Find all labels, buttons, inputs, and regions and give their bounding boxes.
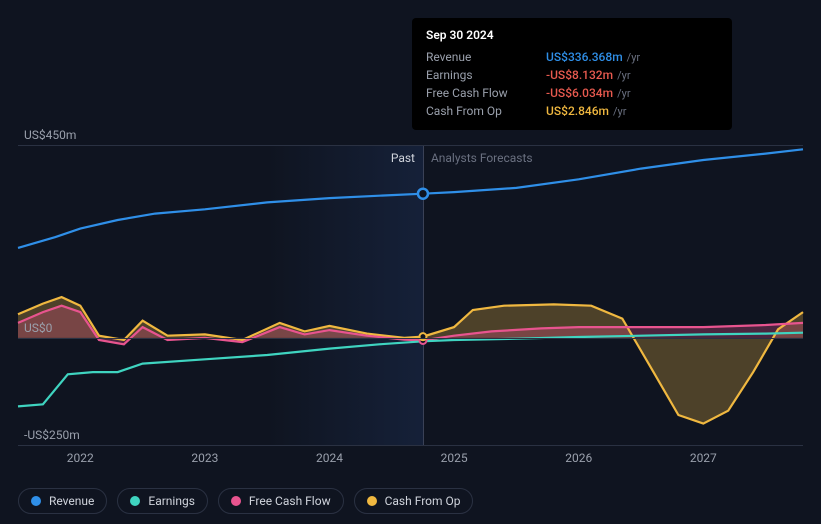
legend-dot [31, 496, 41, 506]
legend-label: Revenue [49, 494, 94, 508]
chart-tooltip: Sep 30 2024 RevenueUS$336.368m/yrEarning… [412, 18, 732, 130]
tooltip-metric-unit: /yr [627, 51, 640, 64]
tooltip-metric-unit: /yr [617, 87, 630, 100]
gridline [18, 445, 803, 446]
tooltip-metric-value: -US$8.132m [546, 68, 613, 82]
tooltip-row: Free Cash Flow-US$6.034m/yr [426, 84, 718, 102]
tooltip-metric-label: Free Cash Flow [426, 86, 546, 100]
gridline [18, 338, 803, 339]
legend-label: Free Cash Flow [249, 494, 331, 508]
legend-item-earnings[interactable]: Earnings [117, 488, 208, 514]
marker-cash_from_op [419, 333, 426, 340]
x-axis-label: 2024 [316, 451, 343, 465]
tooltip-metric-value: US$2.846m [546, 104, 609, 118]
x-axis-label: 2022 [67, 451, 94, 465]
tooltip-metric-value: US$336.368m [546, 50, 623, 64]
tooltip-date: Sep 30 2024 [426, 28, 718, 42]
tooltip-row: Cash From OpUS$2.846m/yr [426, 102, 718, 120]
revenue-line [18, 149, 803, 248]
chart-legend: Revenue Earnings Free Cash Flow Cash From O… [18, 488, 473, 514]
financial-chart: Sep 30 2024 RevenueUS$336.368m/yrEarning… [0, 0, 821, 524]
y-axis-label: US$0 [24, 321, 52, 335]
x-axis-label: 2025 [441, 451, 468, 465]
x-axis-label: 2026 [565, 451, 592, 465]
legend-dot [231, 496, 241, 506]
plot-area[interactable]: Past Analysts Forecasts US$450mUS$0-US$2… [18, 145, 803, 445]
tooltip-row: Earnings-US$8.132m/yr [426, 66, 718, 84]
chart-svg [18, 145, 803, 445]
tooltip-metric-unit: /yr [613, 105, 626, 118]
marker-revenue [418, 189, 428, 199]
tooltip-metric-label: Earnings [426, 68, 546, 82]
tooltip-metric-label: Revenue [426, 50, 546, 64]
legend-dot [130, 496, 140, 506]
x-axis-label: 2027 [690, 451, 717, 465]
tooltip-metric-label: Cash From Op [426, 104, 546, 118]
y-axis-label: US$450m [24, 128, 76, 142]
x-axis-label: 2023 [191, 451, 218, 465]
tooltip-metric-value: -US$6.034m [546, 86, 613, 100]
legend-item-free-cash-flow[interactable]: Free Cash Flow [218, 488, 344, 514]
tooltip-rows: RevenueUS$336.368m/yrEarnings-US$8.132m/… [426, 48, 718, 120]
legend-label: Cash From Op [385, 494, 461, 508]
cash_from_op-area [18, 297, 803, 424]
tooltip-metric-unit: /yr [617, 69, 630, 82]
legend-item-cash-from-op[interactable]: Cash From Op [354, 488, 474, 514]
legend-label: Earnings [148, 494, 195, 508]
y-axis-label: -US$250m [24, 428, 80, 442]
legend-item-revenue[interactable]: Revenue [18, 488, 107, 514]
tooltip-row: RevenueUS$336.368m/yr [426, 48, 718, 66]
legend-dot [367, 496, 377, 506]
gridline [18, 145, 803, 146]
